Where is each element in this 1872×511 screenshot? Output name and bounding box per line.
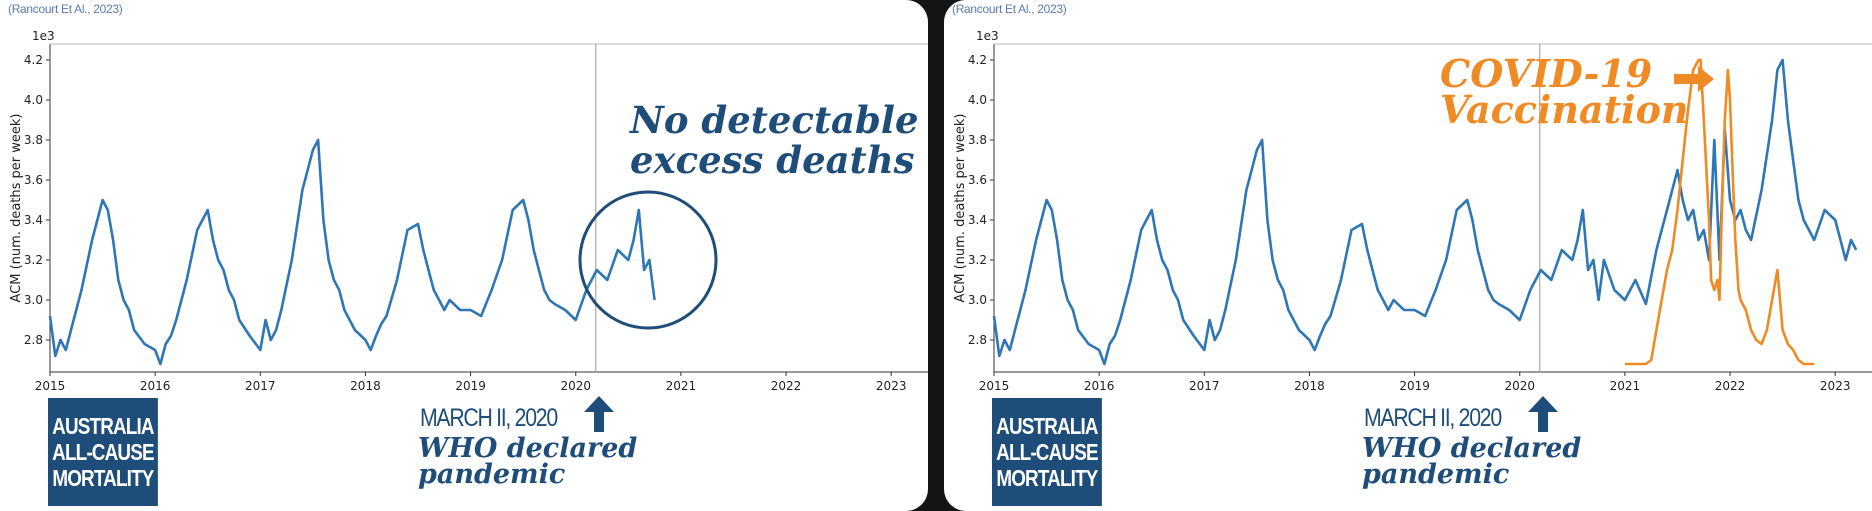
x-tick-label-2: 2017 [1189,379,1220,393]
y-axis-label: ACM (num. deaths per week) [953,114,968,303]
x-tick-label-4: 2019 [455,379,486,393]
who-line-1: WHO declared [418,433,638,464]
acm-chart-right: 1e3 2.8 3.0 3.2 3.4 3.6 3.8 4.0 4.2 2015 2016 2017 2… [953,29,1872,393]
australia-mortality-badge: AUSTRALIA ALL-CAUSE MORTALITY [992,398,1102,506]
x-tick-label-7: 2022 [771,379,802,393]
series-line-0 [48,138,656,366]
badge-line-1: AUSTRALIA [52,413,154,439]
march-date-label: MARCH II, 2020 [420,404,558,432]
y-tick-label-5: 3.8 [968,133,987,147]
x-tick-label-3: 2018 [350,379,381,393]
right-arrow-icon [1674,66,1714,92]
badge-line-2: ALL-CAUSE [52,439,154,465]
x-tick-label-2: 2017 [245,379,276,393]
x-tick-label-0: 2015 [35,379,66,393]
who-line-2: pandemic [418,459,566,490]
right-chart-panel: (Rancourt Et Al., 2023) 1e3 2.8 3.0 3.2 3.4 3… [944,0,1872,511]
y-tick-label-0: 2.8 [24,333,43,347]
y-tick-label-1: 3.0 [24,293,43,307]
badge-line-3: MORTALITY [52,465,154,491]
y-tick-label-7: 4.2 [24,53,43,67]
y-tick-label-4: 3.6 [24,173,43,187]
badge-line-3: MORTALITY [996,465,1098,491]
australia-mortality-badge: AUSTRALIA ALL-CAUSE MORTALITY [48,398,158,506]
x-tick-label-6: 2021 [666,379,697,393]
y-tick-label-2: 3.2 [968,253,987,267]
x-tick-label-1: 2016 [140,379,171,393]
x-tick-label-3: 2018 [1294,379,1325,393]
y-tick-label-3: 3.4 [968,213,987,227]
no-excess-annotation: No detectable excess deaths [630,100,918,180]
y-tick-label-6: 4.0 [968,93,987,107]
x-tick-label-6: 2021 [1610,379,1641,393]
x-tick-label-8: 2023 [1820,379,1851,393]
who-declared-annotation: WHO declared pandemic [418,433,638,490]
y-multiplier-label: 1e3 [976,29,999,43]
y-tick-label-7: 4.2 [968,53,987,67]
source-citation: (Rancourt Et Al., 2023) [952,2,1067,16]
series-0 [48,138,656,366]
y-tick-label-4: 3.6 [968,173,987,187]
who-line-1: WHO declared [1362,433,1582,464]
badge-line-1: AUSTRALIA [996,413,1098,439]
series-line-1 [1624,58,1815,366]
up-arrow-icon [1528,396,1558,432]
source-citation: (Rancourt Et Al., 2023) [8,2,123,16]
left-chart-panel: (Rancourt Et Al., 2023) 1e3 2.8 3.0 3.2 3.4 3… [0,0,928,511]
covid-line-1: COVID-19 [1440,51,1653,96]
y-tick-label-1: 3.0 [968,293,987,307]
highlight-circle [578,190,718,330]
y-tick-label-0: 2.8 [968,333,987,347]
who-line-2: pandemic [1362,459,1510,490]
y-tick-label-5: 3.8 [24,133,43,147]
covid-vaccination-annotation: COVID-19 Vaccination [1440,51,1689,132]
acm-chart-left: 1e3 2.8 3.0 3.2 3.4 3.6 3.8 4.0 4.2 2015 2016 2017 2… [9,29,928,393]
y-tick-label-2: 3.2 [24,253,43,267]
y-tick-label-3: 3.4 [24,213,43,227]
no-excess-line-2: excess deaths [630,138,915,182]
x-tick-label-0: 2015 [979,379,1010,393]
who-declared-annotation: WHO declared pandemic [1362,433,1582,490]
x-tick-label-7: 2022 [1715,379,1746,393]
no-excess-line-1: No detectable [630,98,919,142]
march-date-label: MARCH II, 2020 [1364,404,1502,432]
x-tick-label-8: 2023 [876,379,907,393]
x-tick-label-5: 2020 [560,379,591,393]
x-tick-label-1: 2016 [1084,379,1115,393]
y-multiplier-label: 1e3 [32,29,55,43]
up-arrow-icon [584,396,614,432]
x-tick-label-4: 2019 [1399,379,1430,393]
badge-line-2: ALL-CAUSE [996,439,1098,465]
x-tick-label-5: 2020 [1504,379,1535,393]
covid-line-2: Vaccination [1440,87,1689,132]
y-axis-label: ACM (num. deaths per week) [9,114,24,303]
y-tick-label-6: 4.0 [24,93,43,107]
series-1 [1624,58,1815,366]
